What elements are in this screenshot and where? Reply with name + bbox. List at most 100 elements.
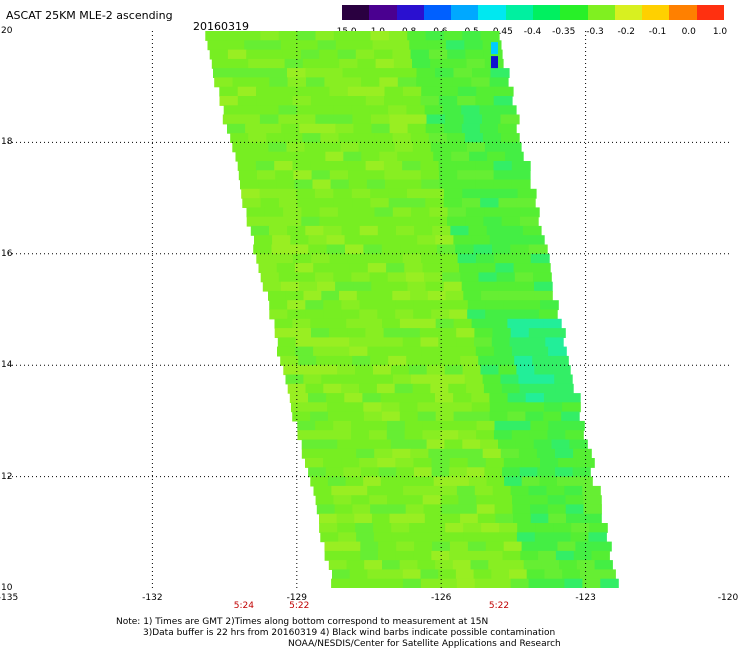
swath-cell (366, 170, 385, 181)
swath-cell (347, 253, 367, 264)
swath-cell (501, 383, 521, 394)
swath-cell (483, 49, 503, 60)
swath-cell (442, 105, 462, 116)
swath-cell (341, 383, 360, 394)
longitude-tick-label: -123 (575, 593, 596, 603)
swath-cell (479, 123, 499, 134)
swath-cell (480, 188, 500, 199)
swath-cell (594, 560, 613, 570)
swath-cell (278, 188, 297, 199)
swath-cell (301, 207, 321, 218)
swath-cell (457, 179, 477, 190)
swath-cell (289, 393, 309, 403)
swath-cell (548, 346, 567, 357)
swath-cell (410, 290, 429, 301)
swath-cell (366, 253, 385, 264)
swath-cell (250, 77, 270, 88)
swath-cell (494, 86, 514, 97)
swath-cell (513, 513, 532, 524)
swath-cell (490, 68, 510, 78)
swath-cell (296, 105, 316, 116)
swath-cell (533, 272, 552, 283)
swath-cell (431, 309, 450, 320)
swath-cell (205, 31, 225, 41)
swath-cell (225, 40, 245, 51)
swath-cell (292, 253, 312, 264)
swath-cell (292, 411, 311, 422)
swath-cell (545, 337, 564, 348)
longitude-tick-label: -135 (0, 593, 19, 603)
swath-cell (471, 411, 490, 422)
swath-cell (293, 170, 313, 181)
swath-cell (433, 476, 452, 487)
swath-cell (389, 513, 408, 524)
swath-cell (409, 40, 429, 51)
swath-cell (298, 355, 317, 366)
swath-cell (438, 569, 457, 580)
swath-cell (296, 114, 316, 125)
swath-cell (269, 77, 289, 88)
swath-cell (341, 458, 360, 468)
swath-cell (387, 420, 406, 431)
swath-cell (425, 281, 445, 292)
swath-cell (258, 263, 278, 273)
swath-cell (510, 328, 530, 338)
swath-cell (474, 328, 494, 338)
swath-cell (480, 31, 500, 41)
swath-cell (522, 225, 542, 236)
swath-cell (420, 170, 440, 181)
longitude-tick-label: -126 (430, 593, 452, 603)
swath-cell (278, 31, 298, 41)
swath-cell (310, 96, 330, 106)
swath-cell (384, 96, 403, 106)
swath-cell (274, 328, 294, 338)
swath-cell (339, 290, 358, 301)
swath-cell (498, 290, 518, 301)
swath-cell (485, 458, 505, 468)
swath-cell (424, 355, 443, 366)
swath-cell (393, 374, 412, 385)
swath-cell (448, 383, 467, 394)
swath-cell (539, 309, 558, 320)
swath-cell (492, 485, 512, 496)
swath-cell (366, 86, 386, 97)
swath-cell (408, 365, 428, 376)
color-scale-swatch (669, 5, 697, 20)
swath-cell (499, 532, 518, 543)
swath-cell (398, 393, 418, 403)
swath-cell (471, 318, 491, 329)
swath-cell (463, 114, 483, 125)
swath-cell (269, 300, 288, 311)
note-line-2: 3)Data buffer is 22 hrs from 20160319 4)… (143, 628, 556, 638)
swath-cell (425, 31, 445, 41)
swath-cell (351, 105, 371, 116)
swath-cell (319, 513, 338, 524)
swath-cell (214, 77, 234, 88)
swath-cell (346, 411, 365, 422)
swath-cell (579, 569, 599, 580)
swath-cell (333, 430, 352, 441)
swath-cell (517, 523, 536, 533)
swath-cell (489, 77, 509, 88)
swath-cell (386, 430, 406, 441)
swath-cell (446, 133, 466, 143)
swath-cell (326, 235, 346, 246)
swath-cell (347, 328, 367, 338)
swath-cell (354, 40, 374, 51)
swath-cell (355, 523, 374, 533)
swath-cell (456, 337, 475, 348)
swath-cell (241, 188, 261, 199)
color-scale-swatch (505, 5, 533, 20)
swath-cell (453, 402, 473, 413)
swath-cell (367, 485, 386, 496)
swath-cell (370, 31, 390, 41)
swath-cell (305, 225, 324, 236)
swath-cell (382, 318, 401, 329)
swath-cell (256, 96, 275, 106)
swath-cell (453, 393, 472, 403)
swath-cell (403, 179, 422, 190)
color-scale-swatch (478, 5, 506, 20)
swath-cell (583, 504, 602, 515)
swath-cell (475, 346, 495, 357)
swath-cell (268, 68, 288, 78)
